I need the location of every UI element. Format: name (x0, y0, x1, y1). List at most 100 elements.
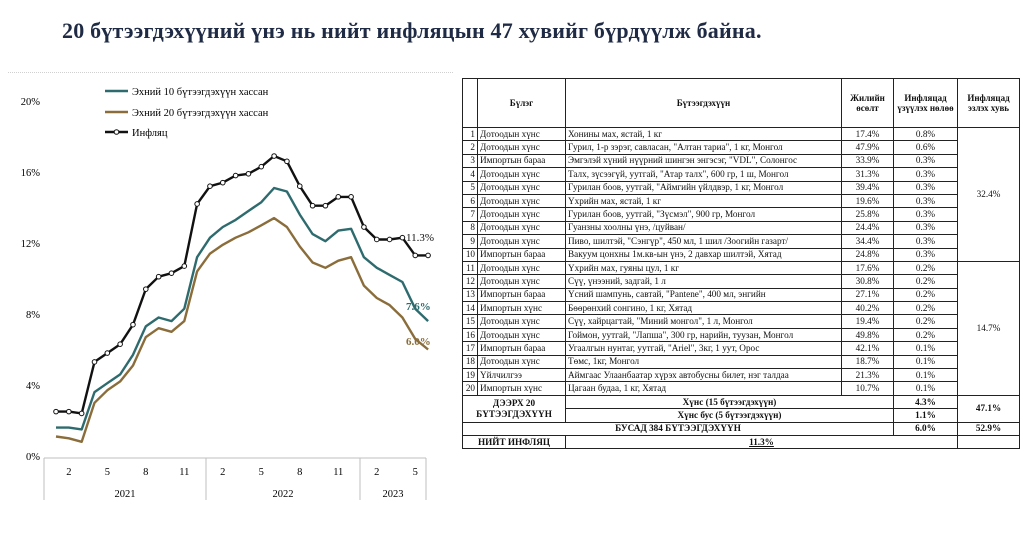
row-annual-growth: 10.7% (841, 381, 894, 396)
row-annual-growth: 18.7% (841, 354, 894, 370)
table-row: 9 Дотоодын хүнс Пиво, шилтэй, "Сэнгүр", 45… (462, 234, 1020, 249)
row-contribution: 0.3% (893, 234, 958, 249)
row-index: 6 (462, 193, 478, 209)
row-annual-growth: 31.3% (841, 167, 894, 182)
row-index: 1 (462, 126, 478, 142)
x-tick-label: 2 (66, 467, 71, 478)
row-sector: Дотоодын хүнс (477, 274, 566, 289)
row-index: 10 (462, 247, 478, 262)
inflation-point (271, 153, 277, 159)
row-contribution: 0.3% (893, 167, 958, 182)
row-product: Пиво, шилтэй, "Сэнгүр", 450 мл, 1 шил /З… (565, 234, 842, 249)
row-index: 15 (462, 314, 478, 329)
row-sector: Импортын бараа (477, 287, 566, 303)
inflation-point (232, 172, 239, 179)
inflation-point (425, 252, 431, 259)
row-annual-growth: 19.6% (841, 193, 894, 209)
row-index: 18 (462, 354, 478, 370)
row-sector: Дотоодын хүнс (477, 354, 566, 370)
row-product: Гоймон, уутгай, "Лапша", 300 гр, нарийн,… (565, 327, 842, 343)
line-chart: 0% 4% 8% 12% 16% 20% 2 5 8 11 2 5 8 11 2 5 2021 2022 2023 7… (21, 87, 434, 500)
row-annual-growth: 47.9% (841, 140, 894, 155)
summary-row-nonfood: Хүнс бус (5 бүтээгдэхүүн) 1.1% (463, 408, 1020, 423)
inflation-point (219, 179, 226, 186)
row-sector: Импортын хүнс (477, 381, 566, 396)
year-label: 2023 (383, 489, 404, 500)
inflation-point (53, 408, 59, 415)
x-tick-label: 8 (143, 467, 148, 478)
row-index: 5 (462, 180, 478, 195)
row-index: 20 (462, 381, 478, 396)
legend-label-top10: Эхний 10 бүтээгдэхүүн хассан (132, 87, 269, 98)
row-index: 2 (462, 140, 478, 155)
row-annual-growth: 24.8% (841, 247, 894, 262)
row-annual-growth: 33.9% (841, 153, 894, 169)
table-row: 4 Дотоодын хүнс Талх, зүсээгүй, уутгай, "А… (462, 167, 1020, 182)
inflation-point (386, 236, 393, 243)
table-row: 7 Дотоодын хүнс Гурилан боов, уутгай, "Зүс… (462, 207, 1020, 222)
series-line-top10 (56, 186, 429, 431)
inflation-point (78, 410, 85, 417)
row-index: 9 (462, 234, 478, 249)
table-row: 13 Импортын бараа Үсний шампунь, савтай, "… (462, 287, 1020, 303)
group-share-1-10: 32.4% (957, 127, 1020, 262)
y-tick-label: 8% (26, 310, 40, 321)
inflation-point (296, 183, 303, 189)
row-index: 3 (462, 153, 478, 169)
row-contribution: 0.1% (893, 368, 958, 383)
x-tick-label: 11 (333, 467, 343, 478)
x-tick-label: 5 (413, 467, 418, 478)
inflation-point (412, 252, 419, 259)
inflation-point (104, 350, 111, 356)
inflation-point (91, 359, 98, 365)
table-row: 15 Дотоодын хүнс Сүү, хайрцагтай, "Миний м… (462, 314, 1020, 329)
row-annual-growth: 25.8% (841, 207, 894, 222)
series-line-inflation (56, 154, 429, 415)
row-annual-growth: 42.1% (841, 341, 894, 356)
row-product: Гуанзны хоолны үнэ, /цуйван/ (565, 220, 842, 236)
row-contribution: 0.1% (893, 341, 958, 356)
header-index (462, 78, 478, 128)
row-sector: Дотоодын хүнс (477, 167, 566, 182)
row-sector: Дотоодын хүнс (477, 327, 566, 343)
row-index: 8 (462, 220, 478, 236)
table-row: 14 Импортын хүнс Бөөрөнхий сонгино, 1 кг, … (462, 301, 1020, 316)
end-label-inflation: 11.3% (406, 232, 434, 244)
inflation-point (309, 202, 316, 209)
row-contribution: 0.2% (893, 314, 958, 329)
summary-row-total: НИЙТ ИНФЛЯЦ 11.3% (462, 434, 1020, 450)
summary-food-value: 4.3% (893, 394, 958, 410)
row-annual-growth: 21.3% (841, 368, 894, 383)
inflation-point (168, 270, 175, 276)
table-row: 6 Дотоодын хүнс Үхрийн мах, ястай, 1 кг 19.… (462, 193, 1020, 209)
summary-nonfood-label: Хүнс бус (5 бүтээгдэхүүн) (565, 408, 894, 423)
row-contribution: 0.2% (893, 287, 958, 303)
row-sector: Импортын хүнс (477, 301, 566, 316)
row-annual-growth: 40.2% (841, 301, 894, 316)
row-index: 4 (462, 167, 478, 182)
row-annual-growth: 27.1% (841, 287, 894, 303)
row-contribution: 0.3% (893, 247, 958, 262)
inflation-point (143, 286, 149, 292)
row-contribution: 0.1% (893, 354, 958, 370)
table-row: 18 Дотоодын хүнс Төмс, 1кг, Монгол 18.7% 0.1… (462, 354, 1020, 370)
legend-label-top20: Эхний 20 бүтээгдэхүүн хассан (132, 108, 269, 119)
inflation-point (258, 163, 265, 170)
row-product: Сүү, хайрцагтай, "Миний монгол", 1 л, Мо… (565, 314, 842, 329)
row-sector: Дотоодын хүнс (477, 260, 566, 276)
inflation-point (373, 236, 380, 243)
row-product: Аймгаас Улаанбаатар хүрэх автобусны биле… (565, 368, 842, 383)
row-annual-growth: 17.6% (841, 260, 894, 276)
inflation-point (130, 321, 136, 328)
y-tick-label: 12% (21, 239, 41, 250)
legend-marker-inflation (113, 129, 120, 135)
row-contribution: 0.1% (893, 381, 958, 396)
table-row: 8 Дотоодын хүнс Гуанзны хоолны үнэ, /цуйва… (462, 220, 1020, 236)
summary-nonfood-value: 1.1% (893, 408, 958, 423)
row-index: 7 (462, 207, 478, 222)
row-product: Хонины мах, ястай, 1 кг (565, 126, 842, 142)
row-contribution: 0.3% (893, 193, 958, 209)
table-row: 12 Дотоодын хүнс Сүү, үнээний, задгай, 1 л… (462, 274, 1020, 289)
page-title: 20 бүтээгдэхүүний үнэ нь нийт инфляцын 4… (62, 18, 762, 43)
row-sector: Импортын бараа (477, 247, 566, 262)
